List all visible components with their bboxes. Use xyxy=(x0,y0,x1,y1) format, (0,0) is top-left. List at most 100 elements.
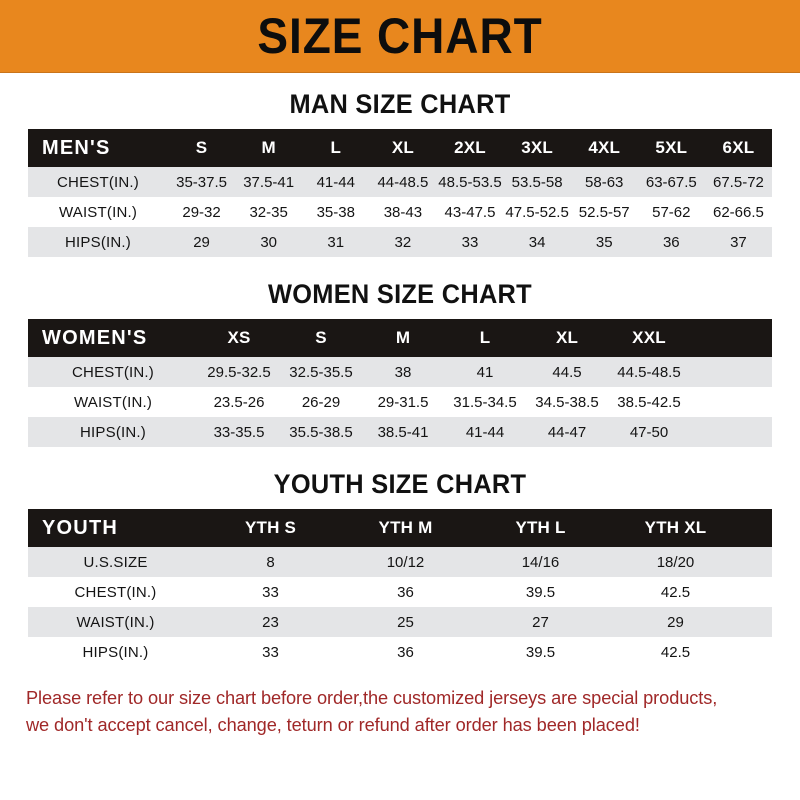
table-cell: 33 xyxy=(262,583,279,601)
table-row: HIPS(IN.) 33 36 39.5 42.5 xyxy=(28,637,772,667)
table-cell: 29 xyxy=(667,613,684,631)
table-cell: 44-48.5 xyxy=(377,173,429,191)
youth-row-label: CHEST(IN.) xyxy=(74,583,157,601)
women-column-header-xs: XS xyxy=(227,328,251,347)
table-cell-filler xyxy=(743,547,772,577)
man-table-head: MEN'S S M L XL 2XL 3XL 4XL 5XL 6XL xyxy=(28,129,772,167)
women-header-filler xyxy=(690,319,772,357)
women-row-label: HIPS(IN.) xyxy=(80,423,146,441)
man-column-header-6xl: 6XL xyxy=(722,138,755,157)
table-cell: 35-38 xyxy=(316,203,355,221)
women-table-head: WOMEN'S XS S M L XL XXL xyxy=(28,319,772,357)
table-cell: 32 xyxy=(394,233,412,251)
women-row-label: WAIST(IN.) xyxy=(73,393,153,411)
table-cell: 38 xyxy=(394,363,412,381)
section-title-man: MAN SIZE CHART xyxy=(289,89,511,119)
man-column-header-4xl: 4XL xyxy=(588,138,621,157)
table-cell: 31.5-34.5 xyxy=(453,393,517,411)
table-cell: 47.5-52.5 xyxy=(505,203,569,221)
youth-header-filler xyxy=(743,509,772,547)
table-cell: 33 xyxy=(262,643,279,661)
table-cell-filler xyxy=(743,577,772,607)
footer-disclaimer: Please refer to our size chart before or… xyxy=(26,685,763,739)
footer-line-2: we don't accept cancel, change, teturn o… xyxy=(26,713,640,735)
youth-corner-label: YOUTH xyxy=(42,516,118,539)
man-corner-label: MEN'S xyxy=(42,136,111,159)
table-row: WAIST(IN.) 23 25 27 29 xyxy=(28,607,772,637)
section-title-youth: YOUTH SIZE CHART xyxy=(273,469,527,499)
table-cell: 44.5-48.5 xyxy=(617,363,681,381)
table-cell-filler xyxy=(743,637,772,667)
table-row: HIPS(IN.) 33-35.5 35.5-38.5 38.5-41 41-44 44-… xyxy=(28,417,772,447)
table-cell-filler xyxy=(690,387,772,417)
table-cell: 38-43 xyxy=(383,203,423,221)
youth-table-head: YOUTH YTH S YTH M YTH L YTH XL xyxy=(28,509,772,547)
table-cell: 31 xyxy=(327,233,345,251)
table-cell: 44.5 xyxy=(552,363,582,381)
table-youth-sizes: YOUTH YTH S YTH M YTH L YTH XL U.S.SIZE 8 10/… xyxy=(28,509,772,667)
table-cell: 39.5 xyxy=(525,643,556,661)
women-column-header-l: L xyxy=(479,328,491,347)
man-column-header-3xl: 3XL xyxy=(521,138,553,157)
table-cell: 52.5-57 xyxy=(578,203,630,221)
table-cell-filler xyxy=(743,607,772,637)
youth-column-header-yth-s: YTH S xyxy=(244,518,297,537)
table-cell: 36 xyxy=(397,583,414,601)
youth-column-header-yth-l: YTH L xyxy=(515,518,566,537)
section-youth: YOUTH SIZE CHART YOUTH YTH S YTH M YTH L YT… xyxy=(0,469,800,667)
man-column-header-m: M xyxy=(261,138,276,157)
table-cell: 43-47.5 xyxy=(444,203,496,221)
table-cell: 29.5-32.5 xyxy=(207,363,271,381)
man-row-label: CHEST(IN.) xyxy=(57,173,139,191)
table-man-sizes: MEN'S S M L XL 2XL 3XL 4XL 5XL 6XL CHEST(IN.) 35-… xyxy=(28,129,772,257)
man-column-header-xl: XL xyxy=(391,138,414,157)
table-cell: 37.5-41 xyxy=(243,173,295,191)
table-row: WAIST(IN.) 23.5-26 26-29 29-31.5 31.5-34.5 34… xyxy=(28,387,772,417)
youth-column-header-yth-xl: YTH XL xyxy=(644,518,707,537)
page-banner: SIZE CHART xyxy=(0,0,800,73)
table-cell-filler xyxy=(690,357,772,387)
table-cell: 35 xyxy=(595,233,613,251)
women-column-header-m: M xyxy=(395,328,411,347)
man-column-header-l: L xyxy=(330,138,342,157)
table-cell-filler xyxy=(690,417,772,447)
table-cell: 63-67.5 xyxy=(645,173,697,191)
table-cell: 33-35.5 xyxy=(213,423,265,441)
table-cell: 26-29 xyxy=(301,393,341,411)
table-cell: 41-44 xyxy=(316,173,355,191)
man-row-label: WAIST(IN.) xyxy=(58,203,138,221)
women-column-header-xxl: XXL xyxy=(632,328,666,347)
women-column-header-s: S xyxy=(315,328,327,347)
table-cell: 38.5-42.5 xyxy=(617,393,681,411)
table-cell: 8 xyxy=(266,553,275,571)
section-women: WOMEN SIZE CHART WOMEN'S XS S M L XL XXL CHES… xyxy=(0,279,800,447)
table-cell: 23 xyxy=(262,613,279,631)
table-cell: 25 xyxy=(397,613,414,631)
table-cell: 29-31.5 xyxy=(377,393,429,411)
section-man: MAN SIZE CHART MEN'S S M L XL 2XL 3XL 4XL 5XL 6X… xyxy=(0,89,800,257)
table-cell: 48.5-53.5 xyxy=(438,173,502,191)
page-title: SIZE CHART xyxy=(257,8,543,64)
youth-header-row: YOUTH YTH S YTH M YTH L YTH XL xyxy=(28,509,772,547)
table-cell: 14/16 xyxy=(521,553,560,571)
women-table-body: CHEST(IN.) 29.5-32.5 32.5-35.5 38 41 44.5 44.5… xyxy=(28,357,772,447)
table-cell: 34 xyxy=(528,233,546,251)
man-row-label: HIPS(IN.) xyxy=(65,233,131,251)
table-cell: 47-50 xyxy=(629,423,669,441)
table-row: CHEST(IN.) 29.5-32.5 32.5-35.5 38 41 44.5 44.5… xyxy=(28,357,772,387)
table-cell: 18/20 xyxy=(656,553,695,571)
table-cell: 34.5-38.5 xyxy=(535,393,599,411)
table-cell: 38.5-41 xyxy=(377,423,429,441)
table-row: CHEST(IN.) 35-37.5 37.5-41 41-44 44-48.5 48.5… xyxy=(28,167,772,197)
table-row: U.S.SIZE 8 10/12 14/16 18/20 xyxy=(28,547,772,577)
table-cell: 53.5-58 xyxy=(511,173,563,191)
table-cell: 10/12 xyxy=(386,553,425,571)
table-cell: 36 xyxy=(662,233,680,251)
table-cell: 58-63 xyxy=(585,173,624,191)
women-column-header-xl: XL xyxy=(555,328,579,347)
table-cell: 23.5-26 xyxy=(213,393,265,411)
table-cell: 67.5-72 xyxy=(713,173,764,191)
table-cell: 41 xyxy=(476,363,494,381)
table-cell: 29-32 xyxy=(182,203,221,221)
